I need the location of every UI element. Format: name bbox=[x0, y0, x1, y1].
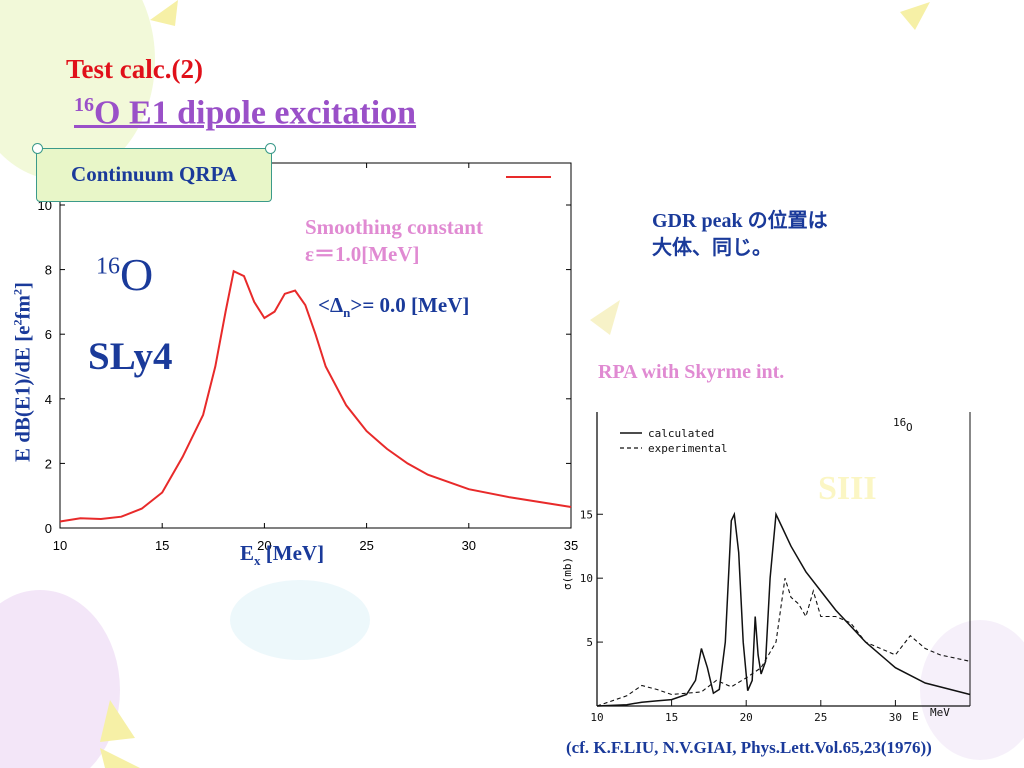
qrpa-y-tick-label: 6 bbox=[45, 327, 52, 342]
qrpa-y-tick-label: 0 bbox=[45, 521, 52, 536]
rpa-y-tick-label: 5 bbox=[586, 636, 593, 649]
gdr-line-1: GDR peak の位置は bbox=[652, 210, 828, 232]
method-scroll-box: Continuum QRPA bbox=[32, 143, 276, 202]
pairing-prefix: <Δ bbox=[318, 293, 344, 317]
gdr-line-2: 大体、同じ。 bbox=[652, 237, 772, 259]
pairing-suffix: >= 0.0 [MeV] bbox=[350, 293, 470, 317]
qrpa-series-line bbox=[59, 269, 572, 523]
rpa-x-tick-label: 10 bbox=[590, 711, 603, 724]
gdr-note: GDR peak の位置は 大体、同じ。 bbox=[652, 208, 828, 262]
rpa-series-experimental bbox=[596, 578, 971, 707]
rpa-x-tick-label: 30 bbox=[889, 711, 902, 724]
xlabel-main: E bbox=[240, 541, 255, 565]
rpa-legend-calculated: calculated bbox=[648, 427, 714, 440]
reference-citation: (cf. K.F.LIU, N.V.GIAI, Phys.Lett.Vol.65… bbox=[566, 738, 932, 757]
qrpa-x-tick-label: 35 bbox=[564, 538, 578, 553]
pairing-note: <Δn>= 0.0 [MeV] bbox=[318, 293, 469, 321]
xlabel-unit: [MeV] bbox=[260, 541, 325, 565]
rpa-label: RPA with Skyrme int. bbox=[598, 361, 785, 383]
smoothing-note: Smoothing constant ε＝1.0[MeV] bbox=[305, 214, 483, 268]
rpa-x-tick-label: 25 bbox=[814, 711, 827, 724]
nucleus-mass-number: 16 bbox=[96, 253, 120, 280]
rpa-legend-experimental: experimental bbox=[648, 442, 727, 455]
qrpa-x-tick-label: 25 bbox=[359, 538, 373, 553]
qrpa-x-tick-label: 20 bbox=[257, 538, 271, 553]
rpa-x-tick-label: 20 bbox=[740, 711, 753, 724]
faint-label: SIII bbox=[818, 470, 877, 507]
rpa-nucleus-mass: 16 bbox=[893, 416, 906, 429]
smoothing-line-1: Smoothing constant bbox=[305, 215, 483, 239]
qrpa-x-tick-label: 30 bbox=[462, 538, 476, 553]
rpa-y-tick-label: 15 bbox=[580, 508, 593, 521]
nucleus-symbol: O bbox=[120, 249, 154, 300]
qrpa-y-tick-label: 8 bbox=[45, 263, 52, 278]
slide-subtitle: Test calc.(2) bbox=[66, 54, 203, 84]
rpa-x-axis-label: E bbox=[912, 710, 919, 723]
rpa-x-tick-label: 15 bbox=[665, 711, 678, 724]
title-mass-number: 16 bbox=[74, 94, 94, 116]
nucleus-label: 16O bbox=[96, 248, 153, 301]
qrpa-x-tick-label: 15 bbox=[155, 538, 169, 553]
scroll-curl-icon bbox=[32, 143, 43, 154]
rpa-x-axis-unit: MeV bbox=[930, 706, 950, 719]
qrpa-y-tick-label: 2 bbox=[45, 456, 52, 471]
title-text: O E1 dipole excitation bbox=[94, 94, 417, 132]
qrpa-plot-frame bbox=[59, 162, 572, 529]
rpa-y-tick-label: 10 bbox=[580, 572, 593, 585]
qrpa-x-tick-label: 10 bbox=[53, 538, 67, 553]
slide-title: 16O E1 dipole excitation bbox=[74, 94, 416, 132]
xlabel-sub: x bbox=[254, 553, 261, 569]
rpa-series-calculated bbox=[596, 511, 971, 707]
scroll-curl-icon bbox=[265, 143, 276, 154]
pairing-sub: n bbox=[343, 305, 351, 321]
interaction-label: SLy4 bbox=[88, 335, 173, 378]
qrpa-y-tick-label: 4 bbox=[45, 392, 52, 407]
rpa-nucleus-symbol: O bbox=[906, 421, 913, 434]
rpa-y-axis-label: σ(mb) bbox=[561, 557, 574, 590]
method-label: Continuum QRPA bbox=[71, 162, 237, 186]
smoothing-line-2: ε＝1.0[MeV] bbox=[305, 242, 420, 266]
qrpa-x-axis-label: Ex [MeV] bbox=[240, 541, 324, 569]
